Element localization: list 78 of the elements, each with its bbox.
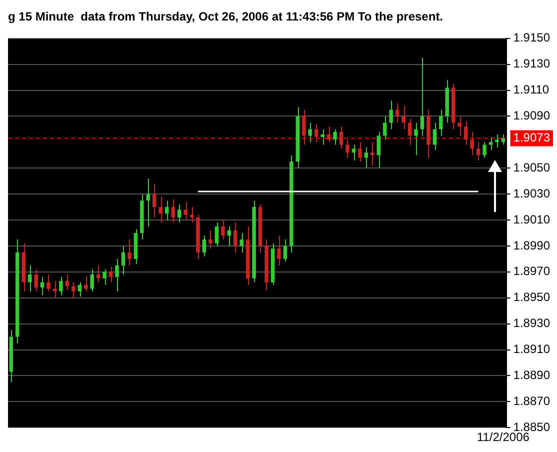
y-tick-label: 1.9090 [513, 108, 550, 123]
candlestick [28, 264, 32, 292]
candlestick [482, 142, 486, 158]
candlestick [190, 206, 194, 224]
candlestick [382, 116, 387, 140]
candlestick [389, 100, 393, 130]
candlestick [476, 142, 480, 161]
candlestick [458, 116, 462, 136]
candlestick [488, 136, 493, 150]
candlestick [408, 118, 412, 146]
candlestick [52, 280, 57, 298]
candlestick [333, 128, 337, 146]
y-tick-label: 1.9130 [513, 56, 550, 71]
candlestick [358, 142, 362, 162]
y-tick-label: 1.9030 [513, 186, 550, 200]
candlestick [402, 105, 406, 130]
candlestick [177, 204, 182, 224]
candlestick [128, 238, 132, 266]
y-tick-label: 1.9010 [513, 212, 550, 226]
candlestick [46, 274, 50, 292]
candlestick [184, 201, 188, 221]
candlestick [364, 146, 368, 169]
candlestick [96, 264, 100, 283]
candlestick [439, 109, 443, 136]
candlestick [464, 120, 468, 146]
candlestick [420, 57, 424, 136]
candlestick [240, 232, 244, 253]
candlestick [495, 134, 499, 148]
candlestick [339, 126, 344, 150]
chart-title: g 15 Minute data from Thursday, Oct 26, 2006 at 11:43:56 PM To the present. [8, 10, 444, 24]
candlestick [370, 142, 374, 166]
candlestick [214, 222, 219, 246]
y-tick-label: 1.9050 [513, 160, 550, 174]
y-tick-label: 1.8870 [513, 394, 550, 408]
candlestick [346, 139, 350, 158]
candlestick [277, 235, 281, 266]
candlestick [376, 131, 380, 169]
candlestick [72, 282, 76, 298]
candlestick [121, 245, 126, 276]
candlestick [152, 183, 156, 218]
candlestick [320, 128, 324, 146]
ref-line-label: 1.9073 [513, 130, 550, 145]
candlestick [78, 282, 82, 298]
candlestick [146, 178, 150, 228]
candlestick [308, 122, 312, 143]
candlestick [115, 258, 119, 292]
candlestick [164, 200, 169, 221]
candlestick [84, 275, 88, 292]
candlestick [302, 109, 306, 146]
candlestick [233, 222, 238, 253]
y-tick-label: 1.9110 [513, 82, 550, 97]
y-tick-label: 1.9150 [513, 30, 550, 45]
candlestick [470, 131, 474, 156]
candlestick [108, 266, 113, 283]
candlestick [158, 196, 162, 224]
y-tick-label: 1.8910 [513, 342, 550, 356]
candlestick [352, 144, 356, 161]
y-tick-label: 1.8970 [513, 264, 550, 278]
candlestick [414, 122, 418, 156]
y-tick-label: 1.8890 [513, 368, 550, 382]
candlestick [314, 124, 318, 143]
candlestick [102, 268, 106, 286]
candlestick [40, 276, 44, 296]
candlestick [90, 268, 94, 292]
candlestick [208, 230, 212, 250]
candlestick [221, 220, 225, 240]
candlestick [34, 268, 38, 292]
candlestick [65, 274, 70, 291]
candlestick [326, 126, 331, 143]
candlestick [432, 122, 437, 150]
y-tick-label: 1.8990 [513, 238, 550, 252]
candlestick [283, 238, 288, 262]
y-tick-label: 1.8930 [513, 316, 550, 330]
candlestick [59, 276, 63, 296]
candlestick [171, 198, 175, 224]
candlestick [202, 235, 206, 257]
y-tick-label: 1.8950 [513, 290, 550, 304]
candlestick [227, 226, 231, 246]
